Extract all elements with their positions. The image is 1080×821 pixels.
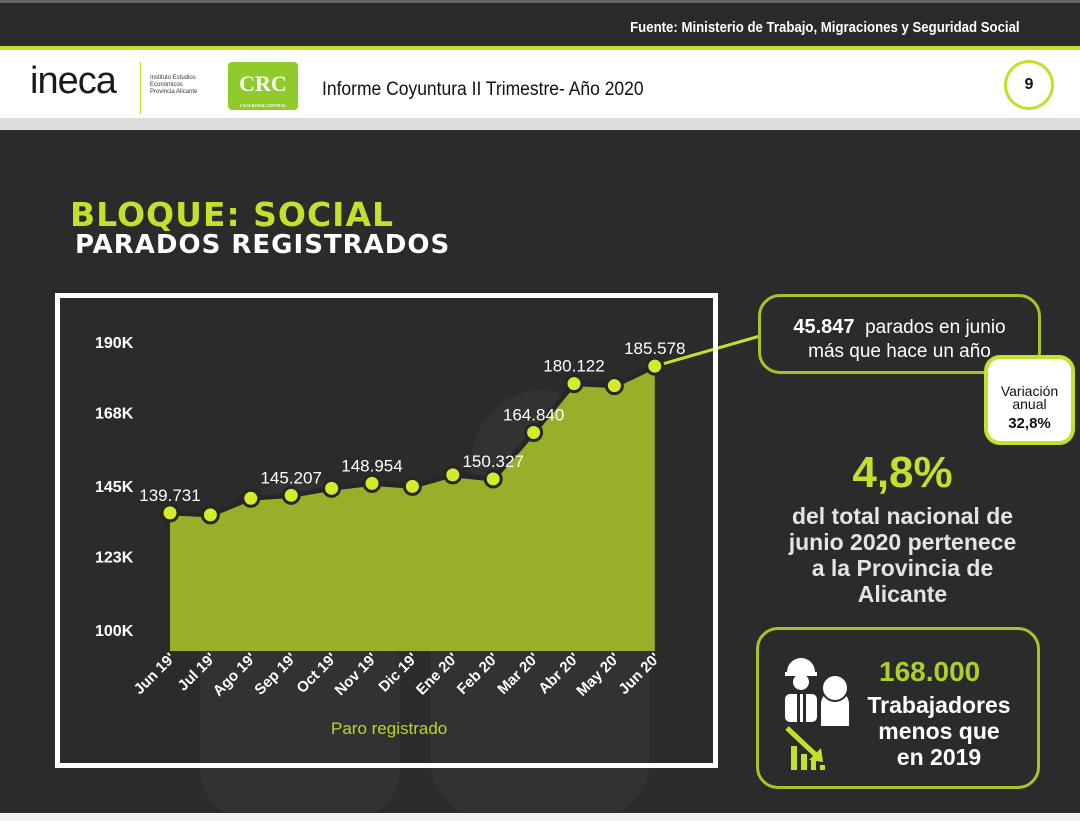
y-tick-label: 123K [95,549,134,566]
y-tick-label: 100K [95,623,134,640]
data-label: 164.840 [503,406,564,425]
variation-label-2: anual [1012,396,1047,412]
workers-decline-icon [785,658,849,770]
y-tick-label: 145K [95,479,134,496]
workers-line: menos que [878,718,1000,744]
data-label: 180.122 [543,357,604,376]
callout-number: 45.847 [793,316,855,338]
share-line: Alicante [857,581,948,607]
logo-divider [140,62,141,114]
ineca-sub-line: Provincia Alicante [150,89,198,95]
data-point [281,485,301,505]
data-point [483,469,503,489]
data-point [604,376,624,396]
report-title: Informe Coyuntura II Trimestre- Año 2020 [322,79,644,100]
variation-label-1: Variación [1000,383,1059,399]
header-shadow [0,118,1080,130]
data-point [645,356,665,376]
page-number: 9 [1004,60,1054,110]
data-label: 185.578 [624,339,685,358]
crc-logo-subtitle: CAJA RURAL CENTRAL [239,103,286,108]
ineca-logo-subtitle: Instituto Estudios Económicos Provincia … [150,75,197,96]
ineca-sub-line: Instituto Estudios [150,75,196,81]
data-point [241,488,261,508]
callout-text-2: más que hace un año [808,341,991,362]
workers-text: Trabajadores menos que en 2019 [859,692,1019,770]
accent-divider [0,46,1080,50]
data-point [322,478,342,498]
annual-variation-badge: Variación anual 32,8% [984,355,1075,445]
source-text: Fuente: Ministerio de Trabajo, Migracion… [630,19,1020,36]
workers-loss-card: 168.000 Trabajadores menos que en 2019 [756,627,1040,789]
data-label: 145.207 [260,468,321,487]
workers-line: Trabajadores [867,692,1011,718]
crc-logo-text: CRC [239,71,287,96]
section-label: BLOQUE: SOCIAL [70,195,395,234]
bottom-strip [0,813,1080,821]
share-line: del total nacional de [791,503,1014,529]
chart-frame [55,293,718,768]
national-share-text: del total nacional de junio 2020 pertene… [770,503,1035,607]
data-point [362,473,382,493]
header-bar [0,50,1080,118]
share-line: junio 2020 pertenece [788,529,1017,555]
crc-logo: CRC CAJA RURAL CENTRAL [228,62,298,110]
data-point [443,465,463,485]
ineca-sub-line: Económicos [150,82,183,88]
top-bar: Fuente: Ministerio de Trabajo, Migracion… [0,0,1080,46]
yearly-increase-callout: 45.847 parados en junio más que hace un … [758,294,1041,374]
y-tick-label: 168K [95,405,134,422]
chart-x-title: Paro registrado [331,719,448,738]
data-point [564,374,584,394]
variation-value: 32,8% [1008,415,1051,432]
data-label: 150.327 [462,452,523,471]
data-label: 139.731 [139,486,200,505]
workers-line: en 2019 [896,744,982,770]
data-point [200,505,220,525]
ineca-logo: ineca [30,60,117,102]
callout-text-1: parados en junio [865,317,1006,338]
national-share-value: 4,8% [852,448,953,497]
page-title: PARADOS REGISTRADOS [75,230,451,260]
callout-connector [654,334,761,368]
data-point [524,423,544,443]
data-point [160,503,180,523]
share-line: a la Provincia de [811,555,994,581]
data-point [402,476,422,496]
y-tick-label: 190K [95,335,134,352]
workers-number: 168.000 [879,656,981,687]
data-label: 148.954 [341,456,402,475]
